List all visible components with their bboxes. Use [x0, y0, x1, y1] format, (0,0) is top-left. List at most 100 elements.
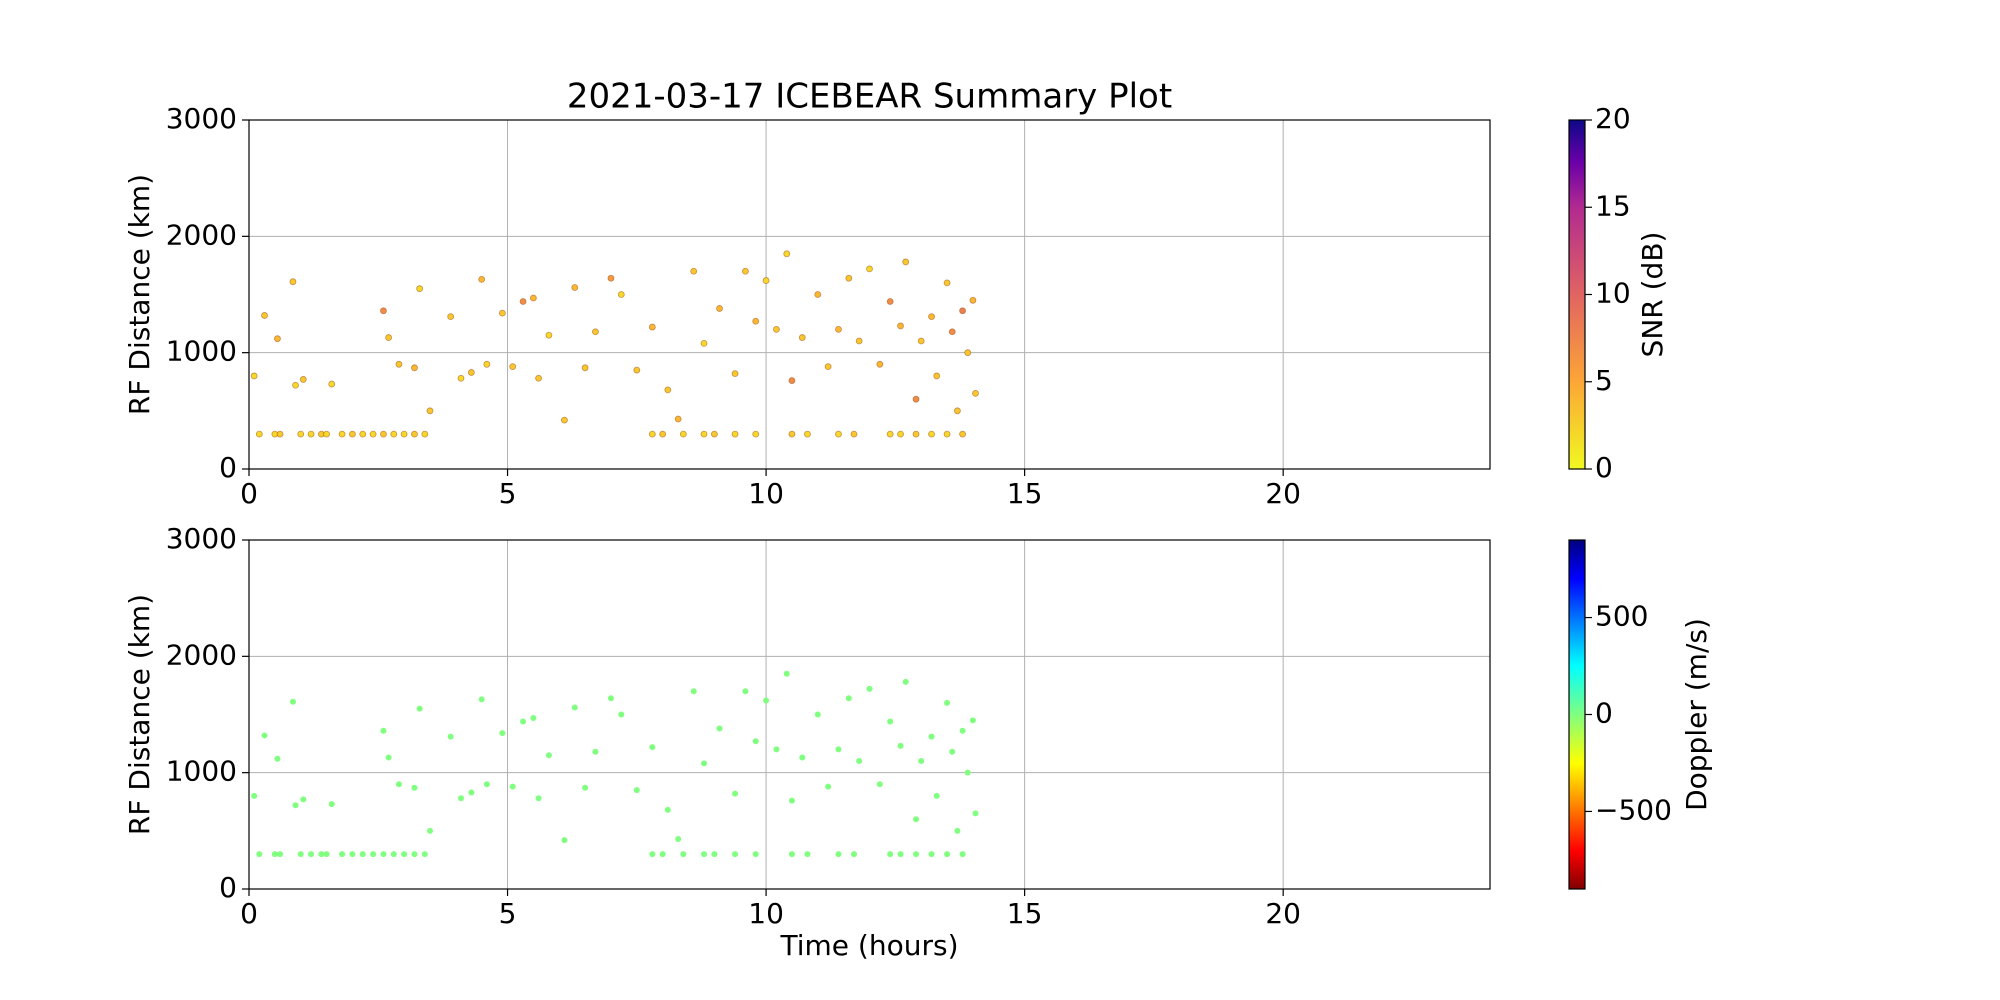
- point: [458, 795, 465, 802]
- point: [395, 360, 403, 368]
- point: [659, 851, 666, 858]
- point: [390, 430, 398, 438]
- point: [416, 285, 424, 293]
- point: [897, 851, 904, 858]
- point: [664, 806, 671, 813]
- point: [457, 374, 465, 382]
- point: [308, 851, 315, 858]
- point: [509, 363, 517, 371]
- point: [411, 364, 418, 372]
- point: [401, 851, 408, 858]
- point: [349, 851, 356, 858]
- point: [664, 386, 672, 394]
- point: [850, 851, 857, 858]
- y-tick-label: 2000: [166, 218, 237, 251]
- point: [897, 742, 904, 749]
- y-tick-label: 0: [219, 871, 237, 904]
- point: [928, 733, 935, 740]
- point: [633, 366, 641, 374]
- point: [592, 748, 599, 755]
- point: [447, 313, 455, 321]
- point: [483, 360, 491, 368]
- point: [261, 732, 268, 739]
- point: [292, 802, 299, 809]
- point: [752, 738, 759, 745]
- point: [675, 835, 682, 842]
- point: [716, 305, 723, 312]
- colorbar-tick-label: 20: [1595, 102, 1631, 135]
- point: [498, 309, 506, 317]
- point: [752, 430, 760, 438]
- point: [944, 851, 951, 858]
- point: [261, 312, 268, 319]
- point: [411, 851, 418, 858]
- point: [762, 277, 770, 284]
- point: [299, 376, 307, 383]
- point: [679, 430, 687, 438]
- point: [835, 746, 842, 753]
- point: [323, 851, 330, 858]
- point: [467, 369, 475, 376]
- point: [289, 698, 296, 705]
- point: [928, 313, 935, 321]
- point: [478, 696, 485, 703]
- point: [928, 430, 935, 438]
- point: [824, 363, 832, 371]
- point: [972, 389, 979, 397]
- point: [866, 685, 873, 692]
- point: [535, 795, 542, 802]
- point: [964, 349, 972, 357]
- point: [411, 430, 418, 438]
- point: [943, 430, 951, 438]
- x-tick-label: 15: [1007, 897, 1043, 930]
- y-axis-label: RF Distance (km): [123, 174, 156, 415]
- point: [369, 430, 377, 438]
- point: [959, 727, 966, 734]
- point: [798, 334, 806, 341]
- point: [835, 430, 842, 438]
- point: [447, 733, 454, 740]
- point: [701, 851, 708, 858]
- point: [421, 851, 428, 858]
- point: [933, 372, 941, 380]
- point: [804, 430, 811, 438]
- point: [918, 758, 925, 765]
- point: [972, 810, 979, 817]
- colorbar-tick-label: 5: [1595, 364, 1613, 397]
- point: [339, 851, 346, 858]
- point: [913, 816, 920, 823]
- colorbar-tick-label: 0: [1595, 451, 1613, 484]
- point: [385, 754, 392, 761]
- point: [519, 298, 527, 305]
- x-tick-label: 10: [748, 477, 784, 510]
- point: [426, 827, 433, 834]
- point: [380, 307, 387, 315]
- point: [788, 430, 796, 438]
- point: [700, 430, 708, 438]
- point: [773, 325, 780, 333]
- point: [390, 851, 397, 858]
- point: [617, 291, 625, 298]
- point: [276, 430, 284, 438]
- point: [732, 851, 739, 858]
- point: [845, 695, 852, 702]
- point: [855, 337, 863, 345]
- point: [866, 265, 873, 273]
- point: [835, 325, 842, 333]
- point: [845, 274, 853, 282]
- point: [912, 430, 920, 438]
- point: [607, 695, 614, 702]
- point: [380, 430, 387, 438]
- point: [954, 407, 961, 415]
- colorbar: [1568, 539, 1586, 890]
- point: [783, 670, 790, 677]
- x-tick-label: 5: [499, 897, 517, 930]
- point: [897, 322, 904, 330]
- point: [648, 430, 656, 438]
- point: [876, 781, 883, 788]
- colorbar-tick-label: 15: [1595, 189, 1631, 222]
- point: [954, 827, 961, 834]
- point: [483, 781, 490, 788]
- point: [607, 274, 615, 282]
- point: [256, 851, 263, 858]
